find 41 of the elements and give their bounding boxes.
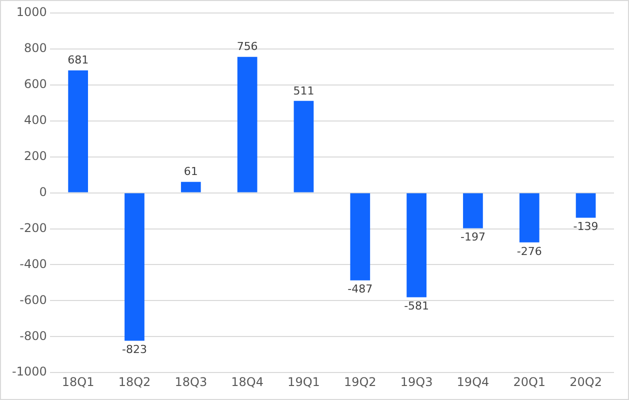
bar xyxy=(68,70,88,192)
data-label: 511 xyxy=(293,84,314,98)
bar xyxy=(294,100,314,192)
data-label: 681 xyxy=(68,54,89,67)
x-tick-label: 19Q4 xyxy=(456,374,490,389)
x-tick-label: 18Q1 xyxy=(62,374,94,389)
bar xyxy=(350,193,370,280)
x-tick-label: 20Q2 xyxy=(570,374,602,389)
y-tick-label: -800 xyxy=(20,328,47,343)
y-tick-label: -200 xyxy=(20,220,47,235)
y-tick-label: 200 xyxy=(24,148,47,163)
data-label: -276 xyxy=(516,244,542,258)
y-tick-label: 600 xyxy=(24,77,47,92)
bar xyxy=(463,193,483,228)
y-tick-label: -1000 xyxy=(12,364,47,379)
data-label: -197 xyxy=(460,230,486,244)
data-label: -139 xyxy=(573,220,598,234)
x-tick-label: 20Q1 xyxy=(513,374,546,389)
y-tick-label: -600 xyxy=(20,292,47,307)
y-tick-label: 800 xyxy=(24,41,47,56)
data-label: -487 xyxy=(348,282,373,296)
y-tick-label: -400 xyxy=(20,256,47,271)
y-tick-label: 0 xyxy=(39,184,47,199)
data-label: 61 xyxy=(184,165,198,178)
data-label: 756 xyxy=(236,40,258,54)
x-tick-label: 18Q2 xyxy=(118,374,151,389)
bar xyxy=(576,193,596,218)
bar xyxy=(124,193,144,341)
x-tick-label: 18Q3 xyxy=(174,374,208,389)
x-tick-label: 18Q4 xyxy=(231,374,264,389)
y-tick-label: 1000 xyxy=(16,5,47,20)
bar xyxy=(406,193,426,298)
y-tick-label: 400 xyxy=(24,113,47,128)
x-tick-label: 19Q1 xyxy=(288,374,320,389)
bar xyxy=(519,193,540,242)
bar xyxy=(237,56,258,192)
data-label: -823 xyxy=(122,343,147,356)
data-label: -581 xyxy=(404,300,430,313)
bar xyxy=(180,182,201,192)
x-tick-label: 19Q2 xyxy=(344,374,376,389)
x-tick-label: 19Q3 xyxy=(400,374,433,389)
